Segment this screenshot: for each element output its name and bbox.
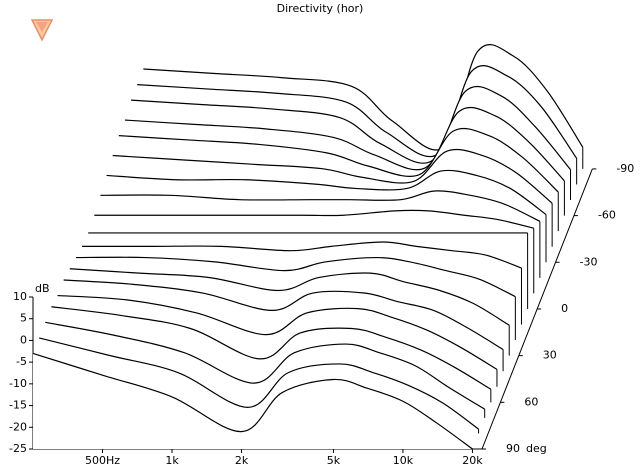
curve [131,85,571,171]
curve [94,209,534,229]
curve [137,65,578,159]
curve [69,268,510,326]
curve [143,44,584,151]
y-axis-label: dB [35,282,50,295]
curve [51,306,492,390]
curve [45,321,486,410]
curve [32,352,473,450]
y-tick-label: 10 [13,290,27,303]
curve [38,337,479,430]
z-tick-label: -90 [616,162,634,175]
curve [57,294,498,370]
x-tick-label: 20k [462,454,483,467]
z-tick-label: 90 [506,442,520,455]
curve [75,256,516,298]
y-tick-label: -5 [16,355,27,368]
y-tick-label: -15 [9,399,27,412]
chart-title: Directivity (hor) [277,2,364,15]
curve [124,106,565,182]
curve [63,279,504,350]
curve [82,241,522,269]
curve [106,169,547,215]
curve [100,190,541,222]
y-tick-label: -25 [9,442,27,455]
z-tick-label: 60 [524,395,538,408]
x-tick-label: 5k [327,454,341,467]
z-tick-label: 0 [561,302,568,315]
x-tick-label: 1k [165,454,179,467]
z-tick-label: 30 [543,349,557,362]
y-tick-label: -10 [9,377,27,390]
z-tick-label: -60 [598,209,616,222]
y-tick-label: 5 [20,312,27,325]
z-tick-label: -30 [580,255,598,268]
curve [112,148,553,204]
curve [118,127,559,193]
x-tick-label: 10k [393,454,414,467]
curve-fill [33,353,473,449]
x-tick-label: 500Hz [85,454,120,467]
x-tick-label: 2k [235,454,249,467]
y-tick-label: 0 [20,333,27,346]
y-tick-label: -20 [9,420,27,433]
logo [30,19,54,42]
z-axis-label: deg [526,442,547,455]
